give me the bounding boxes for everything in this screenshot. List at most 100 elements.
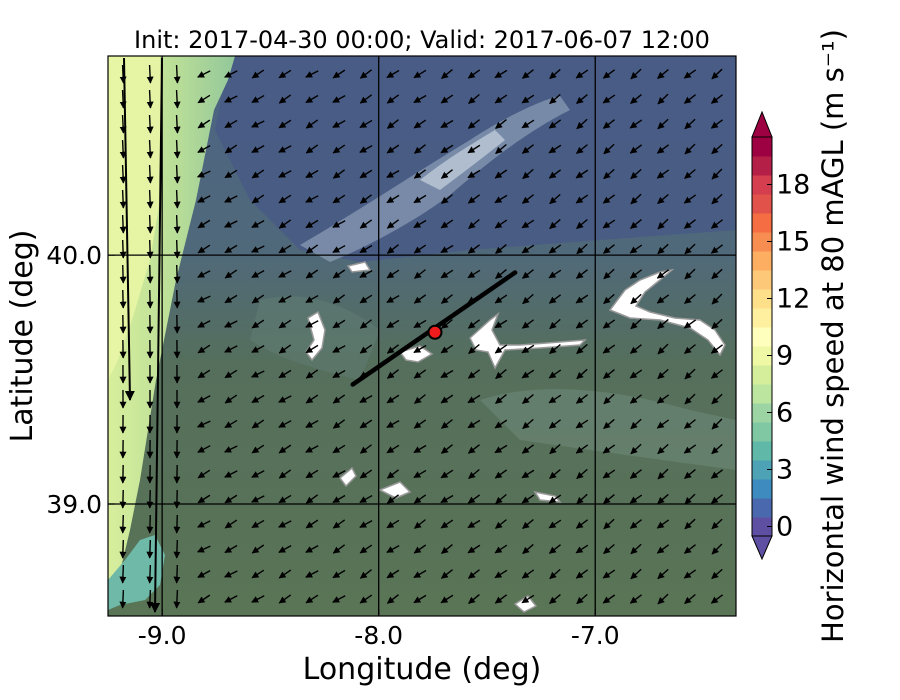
wind-vector xyxy=(521,94,535,104)
wind-vector xyxy=(467,69,481,79)
wind-vector xyxy=(683,569,697,579)
wind-vector xyxy=(359,569,372,579)
wind-vector xyxy=(549,318,561,330)
wind-vector xyxy=(386,269,400,279)
wind-vector xyxy=(332,144,346,154)
wind-vector xyxy=(495,493,507,505)
wind-vector xyxy=(603,268,615,280)
wind-vector xyxy=(711,543,723,555)
wind-vector xyxy=(173,514,181,534)
wind-vector xyxy=(602,194,616,204)
masked-area xyxy=(378,481,412,499)
wind-vector xyxy=(440,394,454,404)
wind-vector xyxy=(467,394,481,404)
colorbar-segment xyxy=(752,479,772,499)
wind-vector xyxy=(711,518,723,530)
wind-vector xyxy=(602,69,616,79)
wind-vector xyxy=(332,470,346,478)
colorbar-segment xyxy=(752,156,772,176)
wind-vector xyxy=(494,319,508,329)
wind-vector xyxy=(197,369,211,379)
wind-vector xyxy=(332,369,346,379)
wind-vector xyxy=(684,469,696,479)
colorbar-tick-label: 12 xyxy=(776,284,810,315)
wind-vector xyxy=(629,594,642,604)
wind-vector xyxy=(467,444,480,454)
wind-vector xyxy=(575,519,589,529)
wind-vector xyxy=(440,369,454,379)
wind-vector xyxy=(359,119,373,129)
wind-vector xyxy=(711,268,723,280)
wind-vector xyxy=(629,394,643,404)
wind-vector xyxy=(684,118,696,130)
wind-vector xyxy=(575,294,589,304)
wind-vector xyxy=(467,569,480,579)
wind-vector xyxy=(683,419,696,429)
wind-vector xyxy=(495,119,507,129)
wind-vector xyxy=(278,270,292,278)
wind-vector xyxy=(146,189,154,209)
wind-vector xyxy=(576,243,588,255)
wind-vector xyxy=(359,194,373,204)
colorbar-segment xyxy=(752,422,772,442)
wind-vector xyxy=(305,219,319,229)
wind-vector xyxy=(359,169,373,179)
wind-vector xyxy=(224,119,238,129)
wind-vector xyxy=(224,269,238,279)
wind-vector xyxy=(522,394,534,404)
wind-vector xyxy=(359,244,373,254)
colorbar-tick-label: 0 xyxy=(776,512,793,543)
wind-vector xyxy=(305,394,319,404)
wind-vector xyxy=(467,494,481,504)
wind-vector xyxy=(467,169,481,179)
wind-vector xyxy=(197,70,211,78)
wind-vector xyxy=(710,344,724,354)
wind-vector xyxy=(575,419,589,429)
wind-vector xyxy=(522,519,534,529)
wind-vector xyxy=(602,569,616,579)
wind-vector xyxy=(386,319,400,329)
wind-vector xyxy=(413,494,427,504)
wind-vector xyxy=(305,369,319,379)
wind-vector xyxy=(332,544,346,554)
wind-vector xyxy=(521,119,535,129)
wind-vector xyxy=(575,444,589,454)
wind-vector xyxy=(521,594,535,604)
x-axis-ticks: -9.0 -8.0 -7.0 xyxy=(138,609,620,650)
wind-vector xyxy=(305,294,319,304)
wind-vector xyxy=(119,214,127,234)
wind-vector xyxy=(359,344,373,354)
wind-vector xyxy=(224,144,238,154)
wind-vector xyxy=(548,269,562,279)
wind-vector xyxy=(146,214,154,234)
wind-vector xyxy=(278,94,292,104)
wind-vector xyxy=(576,94,588,104)
wind-vector xyxy=(278,545,292,553)
wind-vector xyxy=(521,319,534,329)
wind-vector xyxy=(711,568,723,580)
wind-vector xyxy=(197,244,211,254)
wind-vector xyxy=(359,419,373,429)
wind-vector xyxy=(630,543,642,555)
wind-vector xyxy=(278,69,292,79)
wind-vector xyxy=(603,418,615,430)
colorbar-segment xyxy=(752,384,772,404)
wind-vector xyxy=(440,119,454,129)
wind-vector xyxy=(549,68,561,80)
wind-vector xyxy=(494,569,508,579)
wind-vector xyxy=(386,144,400,154)
wind-vector xyxy=(494,594,508,604)
wind-vector xyxy=(467,319,481,329)
wind-vector xyxy=(305,320,319,328)
wind-vector xyxy=(603,143,615,155)
wind-vector xyxy=(359,270,373,278)
wind-vector xyxy=(386,494,400,504)
wind-vector xyxy=(630,568,642,580)
wind-vector xyxy=(386,294,400,304)
map-frame xyxy=(107,55,737,617)
wind-vector-field xyxy=(119,57,724,613)
wind-vector xyxy=(467,544,481,554)
wind-vector xyxy=(521,369,535,379)
wind-vector xyxy=(630,443,642,455)
wind-vector xyxy=(224,394,238,404)
